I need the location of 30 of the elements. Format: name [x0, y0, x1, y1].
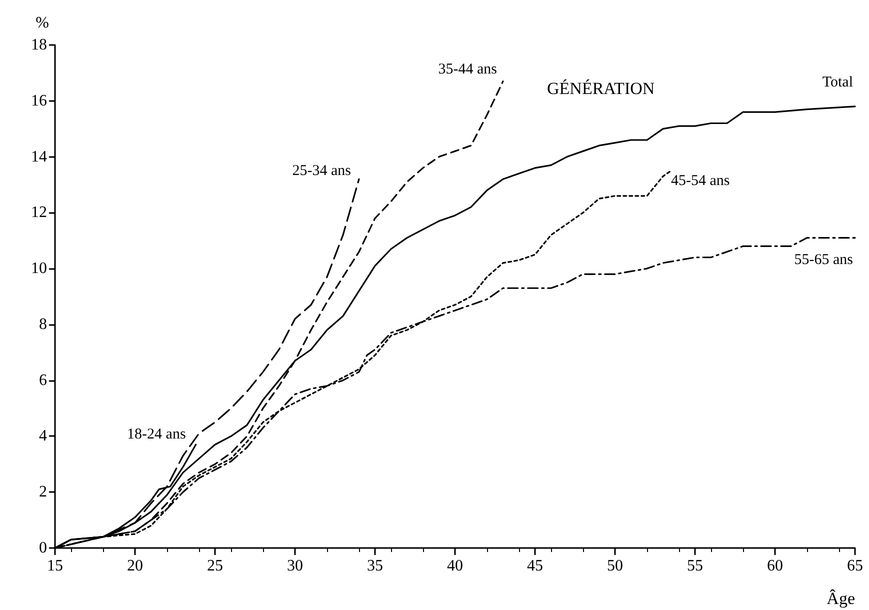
x-tick-label: 35 — [367, 558, 383, 574]
y-tick-label: 10 — [31, 260, 47, 278]
annotation: GÉNÉRATION — [547, 79, 655, 98]
y-tick-label: 12 — [31, 204, 47, 222]
x-tick-label: 60 — [767, 558, 783, 574]
x-axis-title: Âge — [826, 589, 855, 608]
x-tick-label: 15 — [47, 558, 63, 574]
series-label: 18-24 ans — [127, 426, 186, 443]
y-axis-title: % — [36, 14, 49, 32]
series-label: 55-65 ans — [794, 252, 854, 268]
x-tick-label: 45 — [527, 558, 543, 574]
series-label: Total — [822, 74, 853, 90]
x-tick-label: 30 — [287, 558, 303, 574]
y-tick-label: 8 — [39, 316, 47, 333]
x-tick-label: 40 — [447, 558, 463, 574]
y-tick-label: 0 — [39, 540, 47, 556]
y-tick-label: 2 — [39, 484, 47, 501]
y-tick-label: 16 — [31, 92, 47, 110]
x-tick-label: 25 — [207, 558, 223, 574]
series-label: 35-44 ans — [438, 61, 498, 78]
series-label: 25-34 ans — [292, 163, 352, 180]
y-tick-label: 4 — [39, 428, 47, 445]
y-tick-label: 14 — [31, 148, 47, 166]
y-tick-label: 6 — [39, 372, 47, 389]
series-label: 45-54 ans — [671, 172, 730, 189]
x-tick-label: 20 — [127, 558, 143, 574]
x-tick-label: 65 — [847, 558, 863, 574]
x-tick-label: 50 — [607, 558, 623, 574]
y-tick-label: 18 — [31, 36, 47, 54]
x-tick-label: 55 — [687, 558, 703, 574]
